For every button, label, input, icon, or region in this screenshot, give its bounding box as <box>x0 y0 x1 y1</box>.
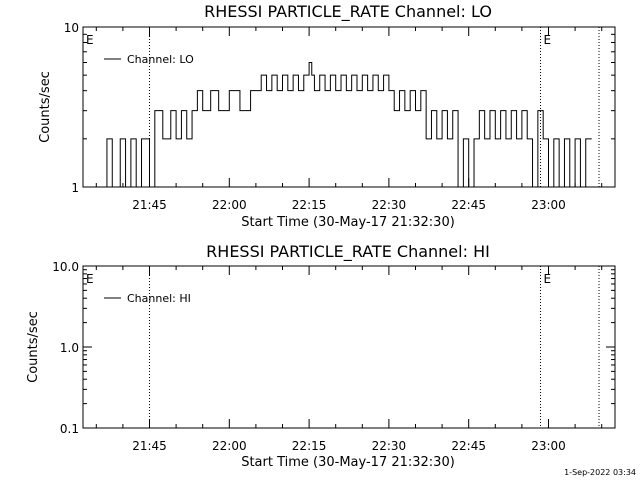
x-ticks-lo: 21:45 22:00 22:15 22:30 22:45 23:00 <box>95 27 603 212</box>
series-line <box>101 61 592 188</box>
x-ticks-hi: 21:45 22:00 22:15 22:30 22:45 23:00 <box>95 266 603 453</box>
x-tick-label: 22:15 <box>292 439 327 453</box>
x-tick-label: 22:30 <box>372 439 407 453</box>
lo-channel-panel: RHESSI PARTICLE_RATE Channel: LO Counts/… <box>38 2 616 230</box>
event-mark: E <box>544 33 552 47</box>
y-ticks-hi: 0.1 1.0 10.0 <box>52 260 615 436</box>
chart-title-hi: RHESSI PARTICLE_RATE Channel: HI <box>206 242 490 262</box>
y-tick-label: 1 <box>71 181 79 195</box>
x-axis-label-lo: Start Time (30-May-17 21:32:30) <box>241 215 455 230</box>
x-tick-label: 21:45 <box>132 439 167 453</box>
y-tick-label: 10.0 <box>52 260 79 274</box>
x-tick-label: 22:00 <box>212 439 247 453</box>
y-axis-label-lo: Counts/sec <box>38 71 53 143</box>
y-axis-label-hi: Counts/sec <box>26 311 41 383</box>
footer-timestamp: 1-Sep-2022 03:34 <box>564 468 636 477</box>
x-tick-label: 22:15 <box>292 198 327 212</box>
legend-hi: Channel: HI <box>104 292 191 305</box>
event-mark: E <box>544 272 552 286</box>
x-tick-label: 23:00 <box>531 439 566 453</box>
x-tick-label: 22:30 <box>372 198 407 212</box>
x-axis-label-hi: Start Time (30-May-17 21:32:30) <box>241 455 455 470</box>
legend-label-hi: Channel: HI <box>127 292 191 305</box>
hi-channel-panel: RHESSI PARTICLE_RATE Channel: HI Counts/… <box>26 242 616 470</box>
x-tick-label: 22:45 <box>451 198 486 212</box>
event-mark: E <box>86 33 94 47</box>
y-tick-label: 0.1 <box>60 422 79 436</box>
x-tick-label: 23:00 <box>531 198 566 212</box>
x-tick-label: 21:45 <box>132 198 167 212</box>
y-tick-label: 1.0 <box>60 341 79 355</box>
event-mark: E <box>86 272 94 286</box>
x-tick-label: 22:45 <box>451 439 486 453</box>
legend-label-lo: Channel: LO <box>127 53 194 66</box>
series-lo <box>101 61 592 188</box>
y-tick-label: 10 <box>64 21 79 35</box>
plot-frame-hi <box>82 265 616 429</box>
x-tick-label: 22:00 <box>212 198 247 212</box>
chart-title-lo: RHESSI PARTICLE_RATE Channel: LO <box>204 2 492 22</box>
plot-frame-lo <box>82 26 616 188</box>
legend-lo: Channel: LO <box>104 53 194 66</box>
y-ticks-lo: 1 10 <box>64 21 615 195</box>
